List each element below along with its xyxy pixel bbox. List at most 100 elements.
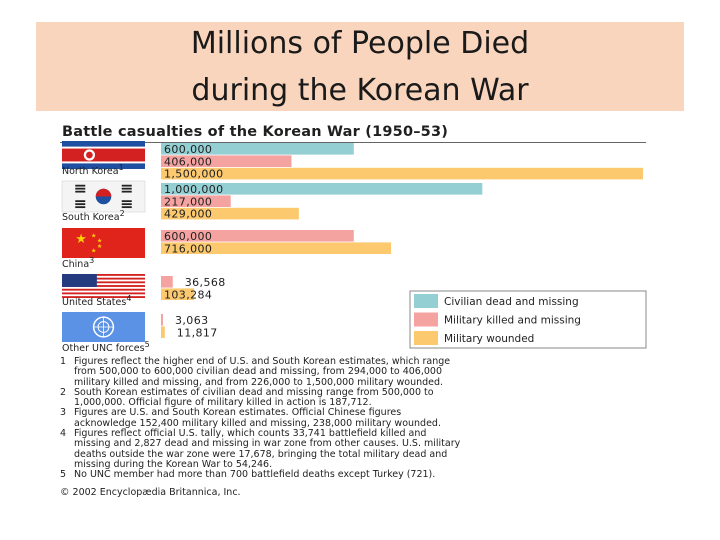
legend-label: Civilian dead and missing bbox=[444, 296, 579, 308]
footnote-text: South Korean estimates of civilian dead … bbox=[74, 386, 650, 409]
category-footnote-ref: 3 bbox=[89, 256, 94, 265]
flag-large-star: ★ bbox=[75, 232, 87, 247]
flag-trigram bbox=[75, 190, 86, 193]
footnote-line: missing during the Korean War to 54,246. bbox=[74, 458, 273, 470]
footnote-line: South Korean estimates of civilian dead … bbox=[74, 386, 434, 398]
footnote-number: 5 bbox=[60, 469, 67, 481]
category-footnote-ref: 2 bbox=[120, 209, 125, 218]
footnote-text: No UNC member had more than 700 battlefi… bbox=[74, 469, 650, 481]
south-korea-flag-icon bbox=[61, 180, 146, 213]
flag-trigram bbox=[121, 190, 132, 193]
footnote-line: Figures reflect official U.S. tally, whi… bbox=[74, 428, 427, 440]
value-label: 600,000 bbox=[164, 143, 212, 156]
bar-military-wounded bbox=[161, 288, 195, 300]
flag-stripe bbox=[62, 288, 145, 291]
legend-swatch bbox=[414, 331, 438, 345]
category-label: Other UNC forces5 bbox=[62, 340, 150, 355]
value-label: 1,500,000 bbox=[164, 168, 224, 181]
category-footnote-ref: 4 bbox=[126, 294, 131, 303]
bar-military-wounded bbox=[161, 167, 643, 180]
bar-military-killed-and-missing bbox=[161, 195, 231, 207]
value-label: 103,284 bbox=[164, 288, 212, 301]
footnote-line: 1,000,000. Official figure of military k… bbox=[74, 397, 372, 409]
flag-stripe bbox=[62, 277, 145, 280]
slide-title-line-2: during the Korean War bbox=[191, 73, 529, 108]
category-label: South Korea2 bbox=[62, 209, 125, 224]
flag-stripe bbox=[62, 296, 145, 298]
category-label: China3 bbox=[62, 256, 94, 271]
bar-civilian-dead-and-missing bbox=[161, 183, 483, 195]
flag-stripe bbox=[62, 281, 145, 284]
bar-military-wounded bbox=[161, 326, 165, 338]
north-korea-flag-icon bbox=[62, 141, 145, 169]
flag-trigram bbox=[75, 184, 86, 187]
footnote-4: 4 Figures reflect official U.S. tally, wh… bbox=[60, 428, 650, 470]
china-flag-icon: ★ ★★★★ bbox=[62, 228, 145, 258]
footnote-number: 3 bbox=[60, 407, 67, 419]
bar-military-killed-and-missing bbox=[161, 276, 173, 288]
flag-trigram bbox=[121, 187, 132, 190]
flag-trigram bbox=[75, 206, 86, 209]
copyright-text: © 2002 Encyclopædia Britannica, Inc. bbox=[60, 487, 241, 498]
flag-small-star: ★ bbox=[91, 248, 96, 255]
flag-small-star: ★ bbox=[97, 243, 102, 250]
flag-taeguk-red bbox=[95, 188, 112, 197]
flag-field bbox=[62, 228, 145, 258]
footnote-number: 2 bbox=[60, 386, 67, 398]
bar-military-wounded bbox=[161, 207, 299, 220]
category-label: United States4 bbox=[62, 294, 131, 309]
flag-stripe bbox=[62, 285, 145, 287]
bar-military-killed-and-missing bbox=[161, 314, 163, 326]
footnote-line: No UNC member had more than 700 battlefi… bbox=[74, 469, 436, 481]
footnotes: 1 Figures reflect the higher end of U.S. … bbox=[60, 356, 650, 481]
flag-trigram bbox=[75, 187, 86, 190]
category-footnote-ref: 1 bbox=[119, 163, 124, 172]
footnote-number: 4 bbox=[60, 428, 67, 440]
footnote-line: deaths outside the war zone were 17,678,… bbox=[74, 448, 448, 460]
footnote-line: missing and 2,827 dead and missing in wa… bbox=[74, 438, 461, 450]
slide-title-line-1: Millions of People Died bbox=[190, 26, 530, 61]
legend-frame bbox=[409, 290, 647, 349]
flag-small-star: ★ bbox=[91, 233, 96, 240]
footnote-number: 1 bbox=[60, 356, 67, 367]
flag-canton bbox=[62, 274, 97, 287]
legend-swatch bbox=[414, 294, 438, 308]
category-footnote-ref: 5 bbox=[145, 340, 150, 349]
legend-swatch bbox=[414, 312, 438, 327]
chart-title: Battle casualties of the Korean War (195… bbox=[62, 124, 449, 140]
slide-title-box: Millions of People Died during the Korea… bbox=[36, 22, 684, 111]
flag-trigram bbox=[75, 200, 86, 203]
bar-civilian-dead-and-missing bbox=[161, 143, 354, 155]
footnote-line: Figures are U.S. and South Korean estima… bbox=[74, 407, 402, 419]
flag-trigram bbox=[121, 206, 132, 209]
footnote-5: 5 No UNC member had more than 700 battlef… bbox=[60, 469, 650, 481]
united-nations-flag-icon bbox=[62, 312, 145, 342]
legend-label: Military wounded bbox=[444, 333, 534, 345]
value-label: 217,000 bbox=[164, 195, 212, 208]
value-label: 36,568 bbox=[185, 276, 226, 289]
chart-legend: Civilian dead and missing Military killed… bbox=[409, 290, 647, 349]
value-label: 1,000,000 bbox=[164, 183, 224, 196]
footnote-line: acknowledge 152,400 military killed and … bbox=[74, 417, 441, 429]
chart-title-rule bbox=[60, 142, 646, 143]
flag-trigram bbox=[121, 203, 132, 206]
bar-military-killed-and-missing bbox=[161, 230, 354, 242]
category-label: North Korea1 bbox=[62, 163, 124, 178]
flag-star bbox=[86, 151, 93, 159]
footnote-line: military killed and missing, and from 22… bbox=[74, 376, 444, 388]
footnote-line: Figures reflect the higher end of U.S. a… bbox=[74, 356, 451, 367]
flag-trigram bbox=[75, 203, 86, 206]
value-label: 11,817 bbox=[177, 326, 218, 339]
united-states-flag-icon bbox=[62, 274, 145, 298]
footnote-line: from 500,000 to 600,000 civilian dead an… bbox=[74, 366, 442, 378]
footnote-text: Figures reflect the higher end of U.S. a… bbox=[74, 356, 650, 388]
flag-stripe bbox=[62, 274, 145, 276]
value-label: 406,000 bbox=[164, 155, 212, 168]
flag-stripe bbox=[62, 148, 145, 162]
